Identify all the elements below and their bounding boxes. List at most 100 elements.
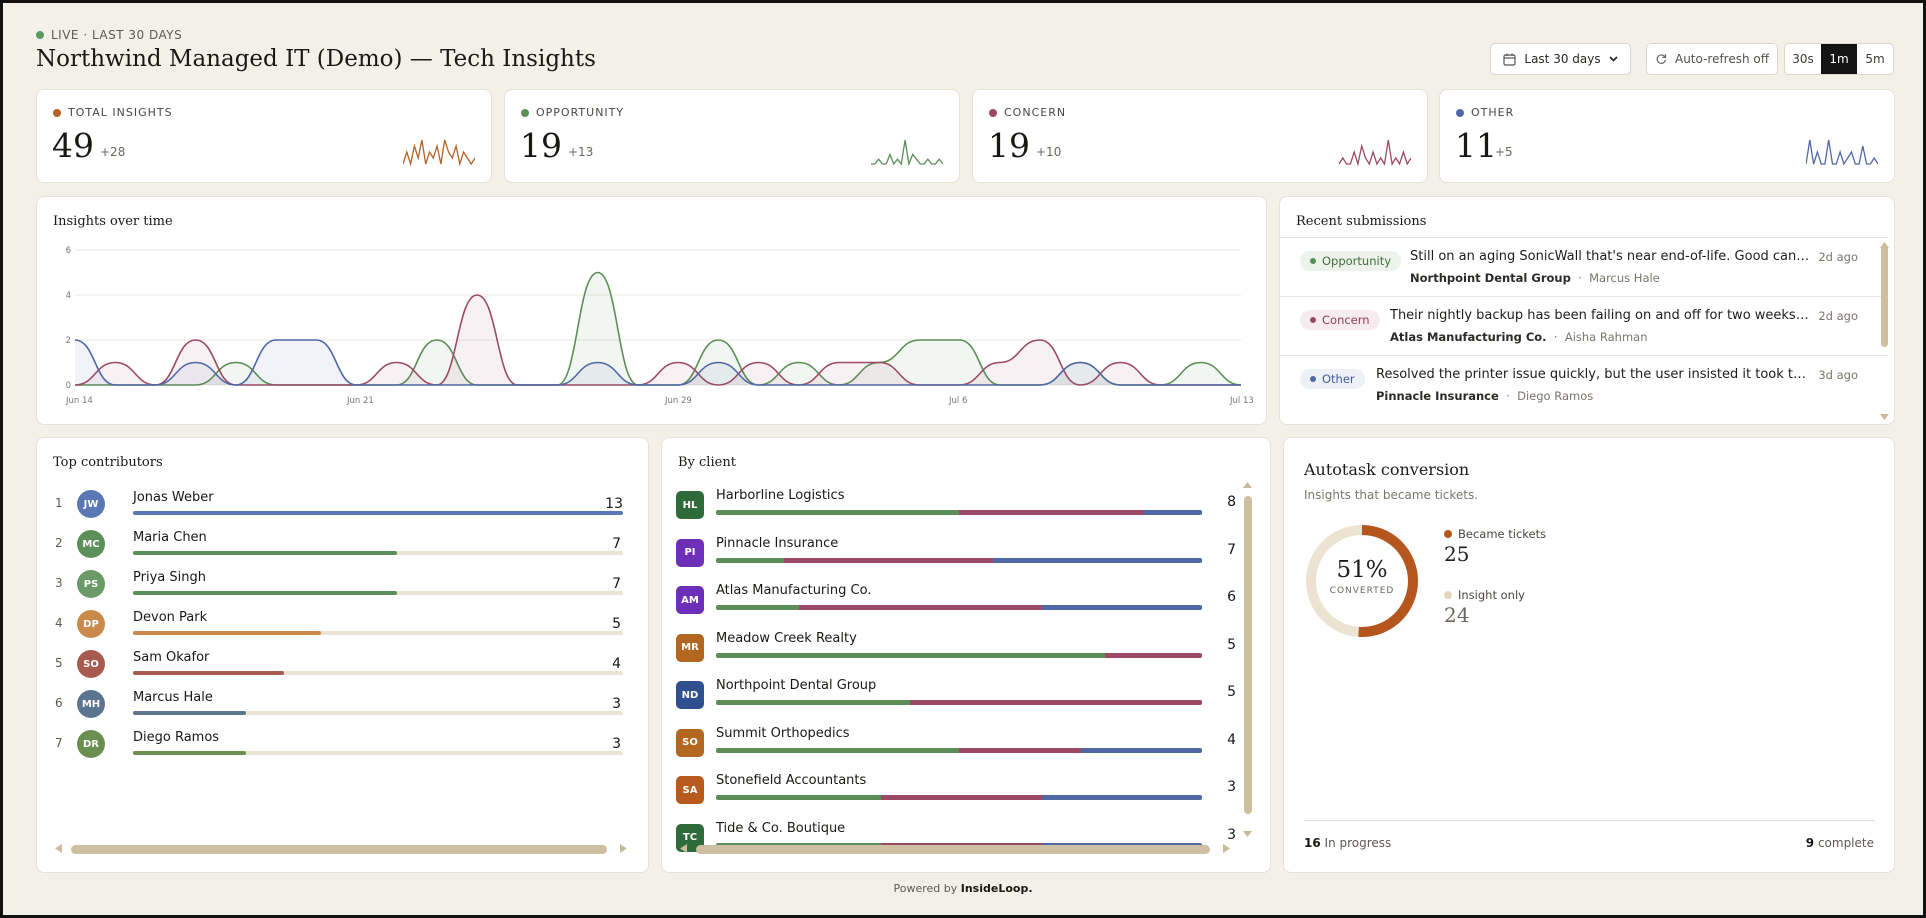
avatar: DP — [77, 610, 105, 638]
type-label: Concern — [1322, 313, 1370, 327]
footer-brand[interactable]: InsideLoop. — [960, 882, 1033, 895]
scroll-down-icon[interactable] — [1880, 414, 1889, 420]
scroll-left-icon[interactable] — [680, 844, 687, 853]
contributor-count: 3 — [612, 736, 621, 752]
kpi-label: OPPORTUNITY — [536, 106, 625, 119]
type-pill: Opportunity — [1300, 251, 1402, 271]
contributor-row[interactable]: 3 PS Priya Singh 7 — [51, 570, 623, 610]
kpi-delta: +28 — [100, 145, 126, 159]
contributor-bar — [133, 511, 623, 515]
contributor-name: Diego Ramos — [133, 730, 220, 745]
x-tick-label: Jul 13 — [1229, 396, 1254, 406]
client-row[interactable]: HL Harborline Logistics 8 — [676, 488, 1236, 534]
concern-dot-icon — [1310, 317, 1316, 323]
auto-refresh-button[interactable]: Auto-refresh off — [1646, 43, 1778, 75]
opportunity-segment — [716, 747, 959, 753]
interval-5m[interactable]: 5m — [1865, 52, 1885, 66]
contributor-count: 5 — [612, 616, 621, 632]
autotask-conversion-card: Autotask conversion Insights that became… — [1283, 437, 1895, 873]
contributors-title: Top contributors — [53, 455, 163, 470]
contributor-row[interactable]: 2 MC Maria Chen 7 — [51, 530, 623, 570]
submission-item[interactable]: Concern Their nightly backup has been fa… — [1280, 296, 1888, 354]
donut-arc — [1306, 525, 1418, 637]
scroll-right-icon[interactable] — [1223, 844, 1230, 853]
series-area — [75, 340, 1241, 385]
recent-scrollbar[interactable] — [1881, 245, 1888, 347]
client-row[interactable]: AM Atlas Manufacturing Co. 6 — [676, 583, 1236, 629]
kpi-dot-icon — [521, 108, 529, 117]
interval-30s[interactable]: 30s — [1792, 52, 1814, 66]
legend-insight-only: Insight only — [1444, 588, 1525, 602]
x-tick-label: Jun 29 — [664, 396, 692, 406]
client-count: 4 — [1227, 731, 1236, 748]
kpi-label: CONCERN — [1004, 106, 1067, 119]
scroll-left-icon[interactable] — [55, 844, 62, 853]
concern-segment — [881, 795, 1042, 800]
scroll-right-icon[interactable] — [620, 844, 627, 853]
conversion-center-label: CONVERTED — [1329, 586, 1395, 596]
clients-hscrollbar[interactable] — [696, 845, 1210, 854]
recent-title: Recent submissions — [1296, 214, 1427, 229]
contributor-name: Marcus Hale — [133, 690, 213, 705]
submission-meta: Northpoint Dental Group · Marcus Hale — [1410, 271, 1660, 285]
contributor-name: Priya Singh — [133, 570, 206, 585]
series-area — [75, 272, 1241, 385]
contributor-name: Maria Chen — [133, 530, 207, 545]
recent-submissions-card: Recent submissions Opportunity Still on … — [1279, 196, 1895, 425]
kpi-dot-icon — [1456, 108, 1464, 117]
scroll-up-icon[interactable] — [1880, 242, 1889, 248]
client-row[interactable]: SA Stonefield Accountants 3 — [676, 773, 1236, 819]
kpi-value: 19 — [988, 126, 1030, 165]
kpi-delta: +10 — [1036, 145, 1062, 159]
client-avatar: AM — [676, 586, 704, 614]
client-count: 5 — [1227, 636, 1236, 653]
type-pill: Concern — [1300, 310, 1380, 330]
other-segment — [993, 557, 1202, 563]
contributor-bar-track — [133, 591, 623, 595]
submission-meta: Atlas Manufacturing Co. · Aisha Rahman — [1390, 330, 1648, 344]
opportunity-segment — [716, 700, 911, 705]
contributor-name: Devon Park — [133, 610, 208, 625]
client-row[interactable]: PI Pinnacle Insurance 7 — [676, 536, 1236, 582]
clients-vscrollbar[interactable] — [1244, 496, 1252, 814]
concern-segment — [784, 557, 993, 563]
kpi-card-total: TOTAL INSIGHTS 49 +28 — [36, 89, 492, 183]
client-row[interactable]: ND Northpoint Dental Group 5 — [676, 678, 1236, 724]
client-row[interactable]: MR Meadow Creek Realty 5 — [676, 631, 1236, 677]
contributor-row[interactable]: 5 SO Sam Okafor 4 — [51, 650, 623, 690]
scroll-down-icon[interactable] — [1243, 831, 1252, 837]
client-avatar: PI — [676, 538, 704, 567]
contributor-row[interactable]: 4 DP Devon Park 5 — [51, 610, 623, 650]
contributors-hscrollbar[interactable] — [71, 845, 607, 854]
client-breakdown-bar — [716, 652, 1202, 658]
kpi-card-opportunity: OPPORTUNITY 19 +13 — [504, 89, 960, 183]
contributor-row[interactable]: 6 MH Marcus Hale 3 — [51, 690, 623, 730]
auto-refresh-label: Auto-refresh off — [1674, 52, 1770, 66]
contributor-bar — [133, 551, 397, 555]
avatar: DR — [77, 730, 105, 758]
submission-item[interactable]: Opportunity Still on an aging SonicWall … — [1280, 237, 1888, 295]
contributor-row[interactable]: 7 DR Diego Ramos 3 — [51, 730, 623, 770]
date-range-dropdown[interactable]: Last 30 days — [1490, 43, 1631, 75]
conversion-subtitle: Insights that became tickets. — [1304, 488, 1479, 502]
opportunity-segment — [716, 652, 1105, 658]
sparkline-path — [403, 139, 475, 166]
avatar: SO — [77, 650, 105, 678]
kpi-delta: +13 — [568, 145, 594, 159]
series-area — [75, 295, 1241, 385]
submission-item[interactable]: Other Resolved the printer issue quickly… — [1280, 355, 1888, 413]
insight-only-value: 24 — [1444, 603, 1470, 627]
client-name: Meadow Creek Realty — [716, 630, 857, 646]
client-name: Pinnacle Insurance — [716, 535, 839, 551]
scroll-up-icon[interactable] — [1243, 482, 1252, 488]
client-row[interactable]: TC Tide & Co. Boutique 3 — [676, 821, 1236, 867]
live-label: LIVE · LAST 30 DAYS — [51, 28, 183, 42]
sparkline-path — [1339, 139, 1411, 166]
client-breakdown-bar — [716, 795, 1202, 800]
timeline-title: Insights over time — [53, 214, 173, 229]
client-row[interactable]: SO Summit Orthopedics 4 — [676, 726, 1236, 772]
footer: Powered by InsideLoop. — [3, 882, 1923, 895]
contributor-row[interactable]: 1 JW Jonas Weber 13 — [51, 490, 623, 530]
interval-1m[interactable]: 1m — [1821, 44, 1857, 74]
contributor-count: 13 — [605, 496, 623, 512]
